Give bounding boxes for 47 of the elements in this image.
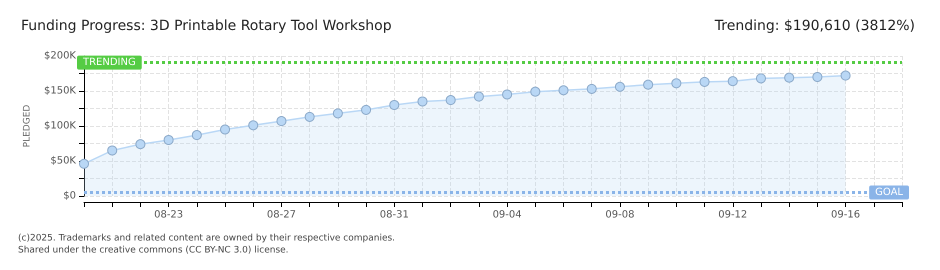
- point: [756, 73, 766, 84]
- point: [135, 139, 146, 150]
- point: [840, 70, 851, 81]
- y-tick-label: $100K: [44, 120, 76, 132]
- y-tick-label: $0: [63, 190, 76, 202]
- point: [502, 90, 512, 100]
- ref-line-label: TRENDING: [82, 57, 136, 68]
- point: [700, 76, 710, 87]
- point: [164, 135, 174, 145]
- x-tick-label: 08-27: [266, 210, 296, 220]
- point: [107, 146, 118, 156]
- point: [192, 130, 202, 140]
- point: [276, 116, 286, 126]
- point: [220, 124, 230, 134]
- x-tick-label: 09-08: [605, 210, 634, 220]
- point: [586, 84, 597, 94]
- point: [784, 72, 794, 83]
- x-tick-label: 08-31: [380, 210, 409, 220]
- point: [558, 85, 569, 96]
- point: [643, 80, 654, 90]
- x-tick-label: 09-04: [492, 210, 522, 220]
- point: [671, 78, 682, 88]
- point: [812, 72, 822, 82]
- chart-subtitle: Trending: $190,610 (3812%): [714, 18, 916, 34]
- point: [79, 158, 89, 169]
- point: [614, 82, 625, 92]
- point: [389, 100, 400, 110]
- point: [304, 112, 315, 122]
- ref-line-label: GOAL: [875, 187, 904, 198]
- point: [446, 95, 456, 106]
- y-tick-label: $50K: [50, 156, 76, 166]
- point: [248, 120, 258, 130]
- point: [361, 104, 372, 115]
- point: [474, 92, 484, 102]
- text: Shared under the creative commons (CC BY-NC 3.0) license.: [18, 246, 289, 256]
- y-tick-label: $150K: [44, 86, 76, 96]
- y-axis-title: PLEDGED: [22, 104, 32, 148]
- text: (c)2025. Trademarks and related content are owned by their respective companies.: [18, 234, 396, 244]
- x-tick-label: 09-12: [718, 210, 748, 220]
- chart-title: Funding Progress: 3D Printable Rotary Tool Workshop: [21, 18, 392, 34]
- point: [728, 76, 738, 86]
- x-tick-label: 08-23: [154, 210, 184, 220]
- point: [417, 96, 428, 106]
- point: [332, 108, 343, 118]
- x-tick-label: 09-16: [831, 210, 860, 220]
- point: [530, 86, 540, 97]
- y-tick-label: $200K: [44, 50, 76, 62]
